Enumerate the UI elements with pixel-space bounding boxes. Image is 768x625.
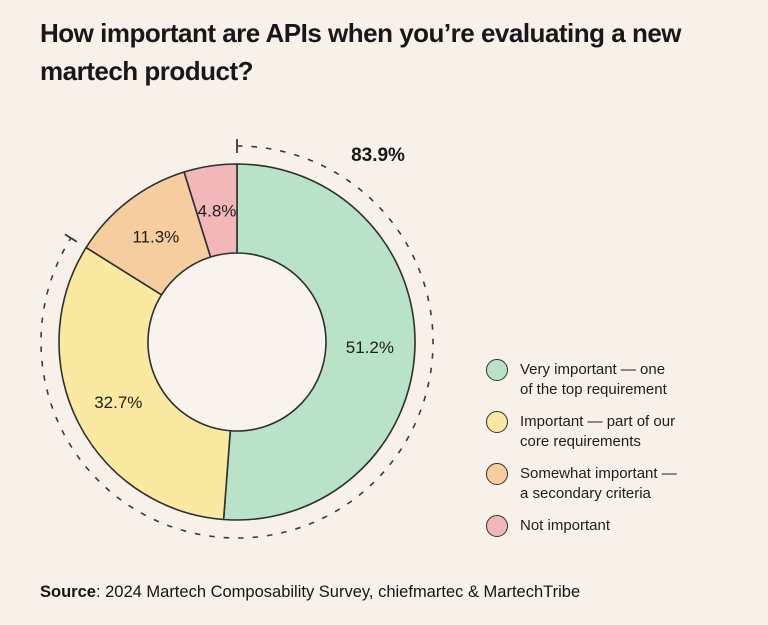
slice-value-label-very-important: 51.2% [346,338,394,357]
donut-slice-very-important [222,163,416,521]
donut-slice-not-important [183,163,238,258]
legend-label-very-important: Very important — one of the top requirem… [520,360,667,400]
chart-title-line2: martech product? [40,56,254,86]
legend-label-line: Not important [520,517,611,534]
legend-label-not-important: Not important [520,516,610,536]
legend-label-important: Important — part of our core requirement… [520,412,675,452]
chart-title-line1: How important are APIs when you’re evalu… [40,18,682,48]
legend-item-not-important: Not important [486,515,761,537]
donut-slice-important [58,246,232,521]
chart-title: How important are APIs when you’re evalu… [40,14,682,90]
legend-label-line: of the top requirement [520,381,667,398]
legend-item-important: Important — part of our core requirement… [486,411,761,452]
legend-label-line: Somewhat important — [520,465,677,482]
slice-value-label-important: 32.7% [94,393,142,412]
legend-swatch-somewhat-important [486,463,508,485]
slice-value-label-somewhat-important: 11.3% [132,228,179,247]
legend-swatch-very-important [486,359,508,381]
donut-hole [148,253,326,431]
slice-value-label-not-important: 4.8% [198,202,237,221]
legend-label-line: Very important — one [520,361,666,378]
legend-label-line: a secondary criteria [520,485,651,502]
callout-value-label: 83.9% [351,145,405,166]
legend: Very important — one of the top requirem… [486,359,761,549]
legend-label-line: core requirements [520,433,641,450]
source-note: Source: 2024 Martech Composability Surve… [40,583,580,602]
legend-swatch-important [486,411,508,433]
legend-label-line: Important — part of our [520,413,676,430]
callout-arc-end-tick [64,233,78,243]
donut-chart-area: 83.9% 51.2% 32.7% 11.3% 4.8% [0,120,480,590]
legend-item-somewhat-important: Somewhat important — a secondary criteri… [486,463,761,504]
source-label: Source [40,583,96,601]
source-text: : 2024 Martech Composability Survey, chi… [95,583,581,601]
callout-dashed-arc [40,145,434,539]
legend-label-somewhat-important: Somewhat important — a secondary criteri… [520,464,677,504]
legend-swatch-not-important [486,515,508,537]
legend-item-very-important: Very important — one of the top requirem… [486,359,761,400]
donut-chart: 83.9% 51.2% 32.7% 11.3% 4.8% [40,139,434,539]
